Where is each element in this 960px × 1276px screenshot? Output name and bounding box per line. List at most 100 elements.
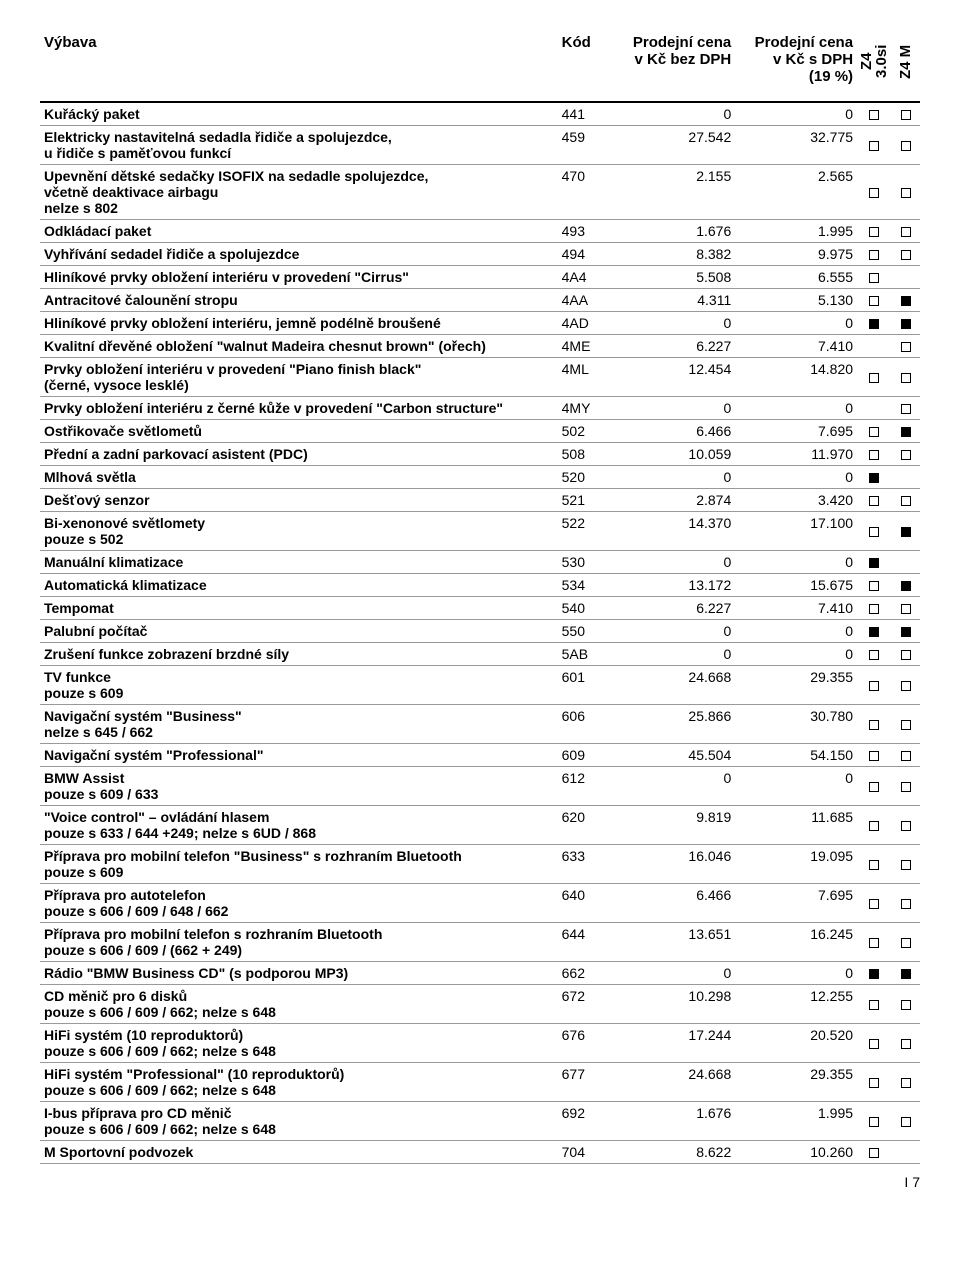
table-row: Kuřácký paket44100 [40, 102, 920, 126]
availability-model2 [892, 985, 920, 1024]
availability-model1 [857, 1102, 892, 1141]
availability-model2 [892, 243, 920, 266]
price-inc-vat: 29.355 [735, 1063, 857, 1102]
price-ex-vat: 6.227 [613, 597, 735, 620]
equipment-name: Ostřikovače světlometů [40, 420, 558, 443]
price-ex-vat: 45.504 [613, 744, 735, 767]
availability-model1 [857, 705, 892, 744]
equipment-code: 672 [558, 985, 614, 1024]
availability-model1 [857, 312, 892, 335]
price-inc-vat: 0 [735, 466, 857, 489]
price-inc-vat: 5.130 [735, 289, 857, 312]
equipment-name: Vyhřívání sedadel řidiče a spolujezdce [40, 243, 558, 266]
price-ex-vat: 2.155 [613, 165, 735, 220]
equipment-note: pouze s 609 [44, 685, 554, 701]
equipment-code: 692 [558, 1102, 614, 1141]
availability-model1 [857, 397, 892, 420]
table-row: HiFi systém (10 reproduktorů)pouze s 606… [40, 1024, 920, 1063]
price-ex-vat: 13.172 [613, 574, 735, 597]
availability-model2 [892, 923, 920, 962]
equipment-name: Antracitové čalounění stropu [40, 289, 558, 312]
availability-model1 [857, 985, 892, 1024]
availability-model2 [892, 643, 920, 666]
availability-model2 [892, 845, 920, 884]
pricing-table-page: Výbava Kód Prodejní cena v Kč bez DPH Pr… [0, 0, 960, 1210]
equipment-table: Výbava Kód Prodejní cena v Kč bez DPH Pr… [40, 30, 920, 1164]
price-ex-vat: 17.244 [613, 1024, 735, 1063]
equipment-name: Kvalitní dřevěné obložení "walnut Madeir… [40, 335, 558, 358]
price-ex-vat: 25.866 [613, 705, 735, 744]
table-body: Kuřácký paket44100Elektricky nastaviteln… [40, 102, 920, 1164]
price-ex-vat: 0 [613, 397, 735, 420]
equipment-name: Příprava pro autotelefonpouze s 606 / 60… [40, 884, 558, 923]
equipment-note: pouze s 606 / 609 / 662; nelze s 648 [44, 1043, 554, 1059]
equipment-code: 676 [558, 1024, 614, 1063]
availability-model2 [892, 962, 920, 985]
equipment-name: Automatická klimatizace [40, 574, 558, 597]
header-price-ex: Prodejní cena v Kč bez DPH [613, 30, 735, 102]
price-ex-vat: 10.059 [613, 443, 735, 466]
equipment-name: Manuální klimatizace [40, 551, 558, 574]
equipment-code: 612 [558, 767, 614, 806]
availability-model2 [892, 574, 920, 597]
price-ex-vat: 0 [613, 643, 735, 666]
availability-model2 [892, 220, 920, 243]
price-inc-vat: 3.420 [735, 489, 857, 512]
availability-model2 [892, 102, 920, 126]
equipment-note: pouze s 633 / 644 +249; nelze s 6UD / 86… [44, 825, 554, 841]
price-inc-vat: 2.565 [735, 165, 857, 220]
table-row: Vyhřívání sedadel řidiče a spolujezdce49… [40, 243, 920, 266]
equipment-code: 470 [558, 165, 614, 220]
price-ex-vat: 0 [613, 551, 735, 574]
price-inc-vat: 0 [735, 397, 857, 420]
table-row: Dešťový senzor5212.8743.420 [40, 489, 920, 512]
availability-model2 [892, 1024, 920, 1063]
price-ex-vat: 1.676 [613, 1102, 735, 1141]
price-inc-vat: 0 [735, 312, 857, 335]
price-ex-vat: 14.370 [613, 512, 735, 551]
equipment-note: nelze s 645 / 662 [44, 724, 554, 740]
equipment-name: Navigační systém "Business"nelze s 645 /… [40, 705, 558, 744]
table-row: CD měnič pro 6 diskůpouze s 606 / 609 / … [40, 985, 920, 1024]
table-row: "Voice control" – ovládání hlasempouze s… [40, 806, 920, 845]
equipment-note: pouze s 606 / 609 / 648 / 662 [44, 903, 554, 919]
equipment-code: 534 [558, 574, 614, 597]
price-ex-vat: 16.046 [613, 845, 735, 884]
equipment-note: pouze s 606 / 609 / 662; nelze s 648 [44, 1004, 554, 1020]
equipment-name: HiFi systém "Professional" (10 reprodukt… [40, 1063, 558, 1102]
table-row: Příprava pro autotelefonpouze s 606 / 60… [40, 884, 920, 923]
equipment-name: Příprava pro mobilní telefon "Business" … [40, 845, 558, 884]
equipment-note: pouze s 606 / 609 / 662; nelze s 648 [44, 1082, 554, 1098]
availability-model2 [892, 884, 920, 923]
price-inc-vat: 11.970 [735, 443, 857, 466]
equipment-code: 441 [558, 102, 614, 126]
price-ex-vat: 0 [613, 620, 735, 643]
price-ex-vat: 0 [613, 767, 735, 806]
availability-model1 [857, 165, 892, 220]
availability-model1 [857, 512, 892, 551]
price-ex-vat: 0 [613, 312, 735, 335]
equipment-code: 644 [558, 923, 614, 962]
price-ex-vat: 8.622 [613, 1141, 735, 1164]
equipment-code: 677 [558, 1063, 614, 1102]
equipment-code: 609 [558, 744, 614, 767]
equipment-note: pouze s 609 / 633 [44, 786, 554, 802]
table-row: Přední a zadní parkovací asistent (PDC)5… [40, 443, 920, 466]
availability-model2 [892, 289, 920, 312]
availability-model2 [892, 489, 920, 512]
table-row: Kvalitní dřevěné obložení "walnut Madeir… [40, 335, 920, 358]
price-ex-vat: 24.668 [613, 666, 735, 705]
equipment-name: HiFi systém (10 reproduktorů)pouze s 606… [40, 1024, 558, 1063]
price-inc-vat: 1.995 [735, 1102, 857, 1141]
table-row: Navigační systém "Professional"60945.504… [40, 744, 920, 767]
availability-model2 [892, 551, 920, 574]
table-row: Upevnění dětské sedačky ISOFIX na sedadl… [40, 165, 920, 220]
availability-model2 [892, 266, 920, 289]
equipment-name: Dešťový senzor [40, 489, 558, 512]
availability-model2 [892, 597, 920, 620]
equipment-code: 550 [558, 620, 614, 643]
table-row: Navigační systém "Business"nelze s 645 /… [40, 705, 920, 744]
price-inc-vat: 0 [735, 620, 857, 643]
availability-model2 [892, 1102, 920, 1141]
table-row: Antracitové čalounění stropu4AA4.3115.13… [40, 289, 920, 312]
